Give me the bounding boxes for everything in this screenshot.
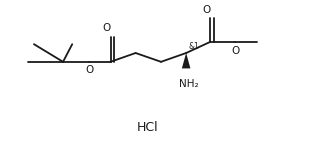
- Text: &1: &1: [189, 42, 199, 51]
- Text: O: O: [202, 5, 211, 15]
- Text: O: O: [231, 46, 240, 56]
- Text: NH₂: NH₂: [179, 79, 199, 89]
- Text: HCl: HCl: [137, 121, 158, 134]
- Text: O: O: [85, 65, 93, 75]
- Text: O: O: [103, 23, 111, 33]
- Polygon shape: [182, 53, 190, 68]
